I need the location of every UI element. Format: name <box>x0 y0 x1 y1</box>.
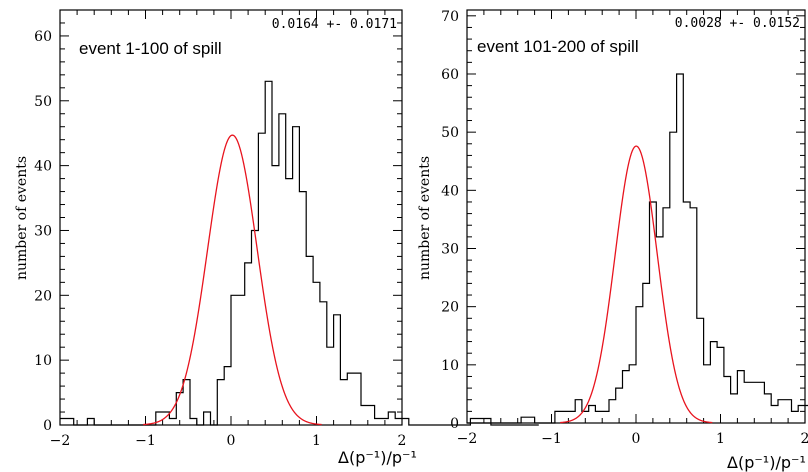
x-tick-label: −2 <box>457 431 478 447</box>
tick-marks <box>466 10 806 424</box>
x-tick-label: −1 <box>541 431 562 447</box>
x-axis-label: Δ(p⁻¹)/p⁻¹ <box>338 448 417 467</box>
histogram-steps <box>467 73 808 424</box>
histogram-panel-left: 0 10 20 30 40 50 60 −2 −1 0 1 2 0.0164 +- 0.0171 e… <box>14 9 539 467</box>
fit-result-text: 0.0028 +- 0.0152 <box>675 16 800 31</box>
x-tick-label: 0 <box>227 433 236 449</box>
y-tick-label: 0 <box>450 416 459 432</box>
x-tick-label: 1 <box>716 431 725 447</box>
y-tick-label: 60 <box>441 67 459 83</box>
annotation-text: event 1-100 of spill <box>79 39 222 58</box>
y-tick-label: 40 <box>441 183 459 199</box>
y-tick-label: 10 <box>441 358 459 374</box>
x-tick-label: 0 <box>632 431 641 447</box>
y-tick-label: 30 <box>34 223 52 239</box>
y-tick-label: 20 <box>441 300 459 316</box>
x-tick-label: 2 <box>801 431 808 447</box>
y-tick-label: 50 <box>34 94 52 110</box>
y-tick-label: 70 <box>441 9 459 25</box>
y-tick-label: 50 <box>441 125 459 141</box>
x-axis-label: Δ(p⁻¹)/p⁻¹ <box>727 453 806 472</box>
y-tick-label: 30 <box>441 241 459 257</box>
gaussian-fit-curve <box>143 134 322 426</box>
y-tick-label: 0 <box>43 418 52 434</box>
y-axis-label: number of events <box>417 156 433 280</box>
x-tick-label: 2 <box>398 433 407 449</box>
annotation-text: event 101-200 of spill <box>477 37 639 56</box>
x-tick-label: 1 <box>312 433 321 449</box>
y-axis-label: number of events <box>14 156 30 280</box>
x-tick-label: −1 <box>135 433 156 449</box>
y-tick-label: 20 <box>34 288 52 304</box>
y-tick-label: 60 <box>34 29 52 45</box>
x-tick-labels: −2 −1 0 1 2 <box>50 433 407 449</box>
y-tick-label: 10 <box>34 353 52 369</box>
x-tick-label: −2 <box>50 433 71 449</box>
y-tick-label: 40 <box>34 159 52 175</box>
y-tick-labels: 0 10 20 30 40 50 60 70 <box>441 9 459 432</box>
gaussian-fit-curve <box>560 145 713 424</box>
histogram-panel-right: 0 10 20 30 40 50 60 70 −2 −1 0 1 2 0.0028 +- 0.0152… <box>417 9 808 472</box>
y-tick-labels: 0 10 20 30 40 50 60 <box>34 29 52 434</box>
histogram-steps <box>60 80 539 426</box>
fit-result-text: 0.0164 +- 0.0171 <box>272 17 397 32</box>
x-tick-labels: −2 −1 0 1 2 <box>457 431 808 447</box>
